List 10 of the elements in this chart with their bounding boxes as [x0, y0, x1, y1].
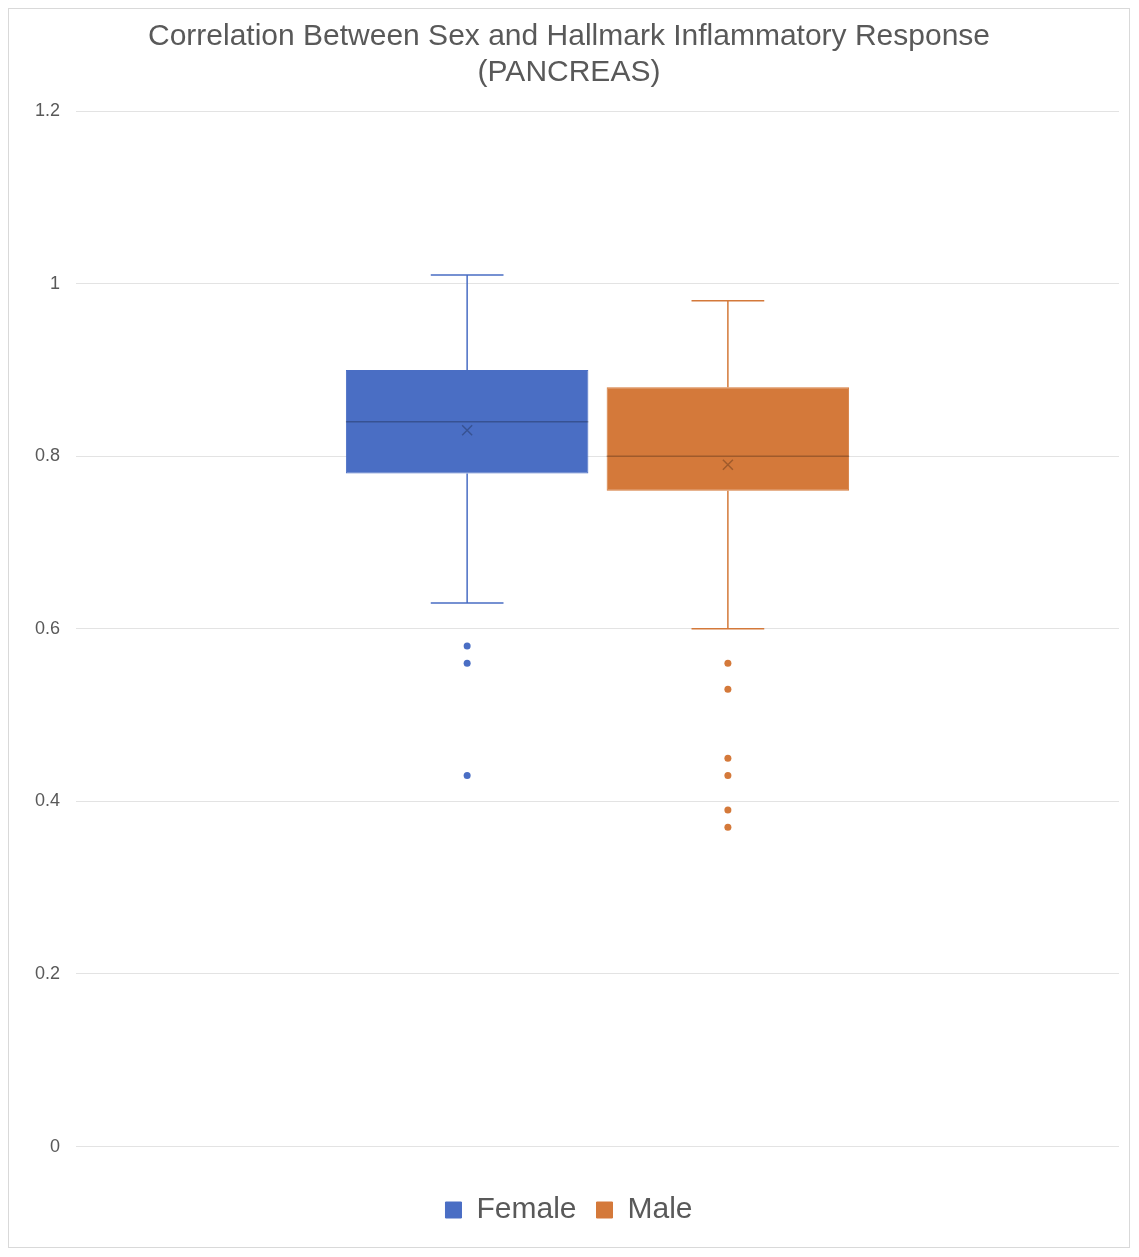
- y-tick-label: 0.8: [34, 445, 61, 466]
- y-tick-label: 1.2: [34, 99, 61, 120]
- y-tick-label: 0: [50, 1135, 61, 1156]
- y-tick-label: 1: [50, 272, 61, 293]
- y-tick-label: 0.6: [34, 617, 61, 638]
- y-tick-label: 0.2: [34, 962, 61, 983]
- chart-title: Correlation Between Sex and Hallmark Inflammatory Response (PANCREAS): [147, 18, 991, 88]
- legend-label: Female: [476, 1191, 577, 1225]
- legend-label: Male: [627, 1191, 693, 1225]
- y-tick-label: 0.4: [34, 790, 61, 811]
